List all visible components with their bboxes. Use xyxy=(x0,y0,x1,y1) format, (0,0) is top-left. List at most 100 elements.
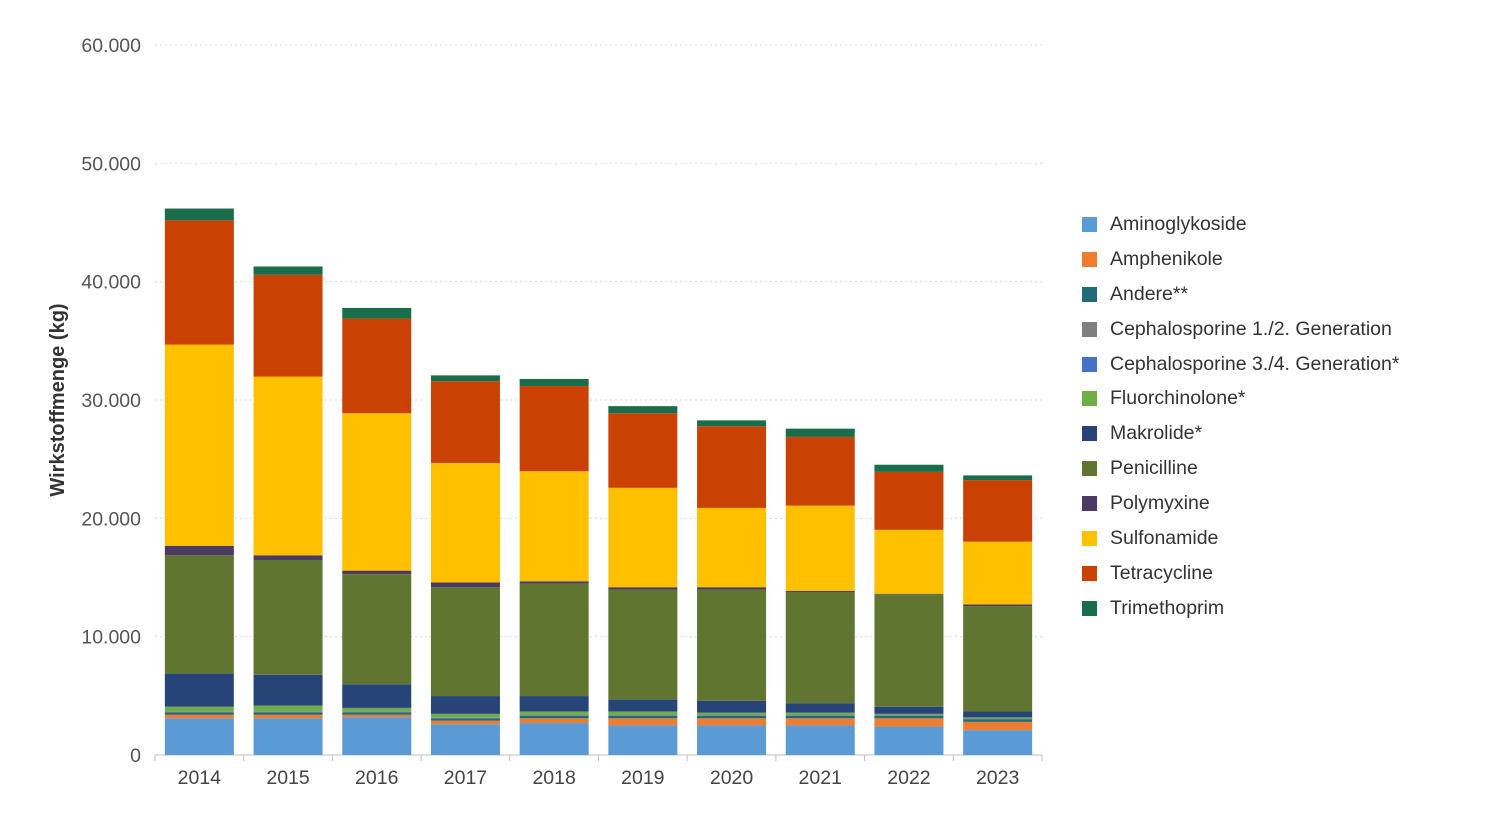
bar-segment xyxy=(342,714,412,718)
bar-segment xyxy=(963,718,1033,720)
y-tick-label: 60.000 xyxy=(81,35,141,57)
legend-item: Sulfonamide xyxy=(1082,521,1399,556)
bar-segment xyxy=(430,713,500,718)
bar-segment xyxy=(430,381,500,463)
bar-segment xyxy=(519,711,589,716)
bar-segment xyxy=(164,712,234,715)
legend-label: Sulfonamide xyxy=(1110,526,1219,549)
y-tick-label: 30.000 xyxy=(81,390,141,412)
bar-segment xyxy=(253,376,323,556)
bar-segment xyxy=(164,545,234,556)
bar-segment xyxy=(874,464,944,472)
bar-segment xyxy=(697,420,767,427)
legend-swatch xyxy=(1082,251,1097,267)
bar-segment xyxy=(785,703,855,713)
bar-segment xyxy=(342,717,412,755)
bar-segment xyxy=(342,574,412,685)
bar-segment xyxy=(519,718,589,724)
bar-segment xyxy=(164,673,234,707)
legend-item: Penicilline xyxy=(1082,451,1399,486)
bar-segment xyxy=(963,475,1033,481)
bar-segment xyxy=(697,715,767,716)
bar-segment xyxy=(963,480,1033,542)
bar-segment xyxy=(519,378,589,387)
bar-segment xyxy=(785,725,855,755)
y-tick-label: 0 xyxy=(130,745,141,767)
bar-segment xyxy=(697,712,767,716)
bar-segment xyxy=(785,715,855,719)
bar-segment xyxy=(874,715,944,719)
x-tick-label: 2022 xyxy=(887,767,930,789)
y-tick-label: 50.000 xyxy=(81,153,141,175)
x-tick-label: 2015 xyxy=(266,767,310,789)
bar-segment xyxy=(963,604,1033,607)
bar-segment xyxy=(608,725,678,755)
x-tick-label: 2021 xyxy=(799,767,842,789)
bar-segment xyxy=(963,541,1033,605)
bar-segment xyxy=(430,462,500,583)
bar-segment xyxy=(164,220,234,345)
bar-segment xyxy=(697,587,767,590)
legend-item: Polymyxine xyxy=(1082,486,1399,521)
bar-segment xyxy=(608,718,678,726)
x-tick-label: 2019 xyxy=(621,767,664,789)
bar-segment xyxy=(785,428,855,437)
bar-segment xyxy=(608,711,678,716)
bar-segment xyxy=(164,208,234,221)
y-tick-label: 20.000 xyxy=(81,508,141,530)
legend-swatch xyxy=(1082,391,1097,407)
bar-segment xyxy=(164,714,234,719)
bar-segment xyxy=(164,344,234,546)
bar-segment xyxy=(342,712,412,715)
bar-segment xyxy=(430,717,500,719)
bar-segment xyxy=(874,713,944,716)
legend-swatch xyxy=(1082,530,1097,546)
legend-swatch xyxy=(1082,356,1097,372)
bar-segment xyxy=(608,413,678,488)
legend-swatch xyxy=(1082,565,1097,581)
legend-swatch xyxy=(1082,426,1097,442)
bar-segment xyxy=(608,587,678,590)
bar-segment xyxy=(253,718,323,755)
bar-segment xyxy=(430,724,500,755)
bar-segment xyxy=(253,274,323,377)
legend-label: Penicilline xyxy=(1110,457,1198,480)
bar-segment xyxy=(608,406,678,414)
x-tick-label: 2020 xyxy=(710,767,754,789)
legend-swatch xyxy=(1082,216,1097,232)
bar-segment xyxy=(785,718,855,726)
bar-segment xyxy=(608,715,678,719)
bar-segment xyxy=(253,559,323,675)
bar-segment xyxy=(253,555,323,560)
legend-label: Trimethoprim xyxy=(1110,596,1225,619)
bar-segment xyxy=(963,606,1033,712)
legend-item: Makrolide* xyxy=(1082,416,1399,451)
bar-segment xyxy=(342,707,412,712)
x-tick-label: 2023 xyxy=(976,767,1019,789)
bar-segment xyxy=(342,711,412,713)
legend-label: Aminoglykoside xyxy=(1110,212,1247,235)
legend-label: Polymyxine xyxy=(1110,492,1210,515)
bar-segment xyxy=(785,712,855,716)
legend-label: Tetracycline xyxy=(1110,561,1213,584)
bar-segment xyxy=(697,507,767,588)
bar-segment xyxy=(785,436,855,506)
bar-segment xyxy=(697,426,767,508)
legend-swatch xyxy=(1082,321,1097,337)
bar-segment xyxy=(519,715,589,716)
bar-segment xyxy=(697,725,767,755)
bar-segment xyxy=(608,487,678,588)
legend-item: Cephalosporine 1./2. Generation xyxy=(1082,312,1399,347)
bar-segment xyxy=(519,715,589,719)
bar-segment xyxy=(874,529,944,594)
bar-segment xyxy=(874,718,944,727)
bar-segment xyxy=(253,266,323,275)
bar-segment xyxy=(697,589,767,701)
bar-segment xyxy=(342,684,412,708)
bar-segment xyxy=(785,591,855,704)
bar-segment xyxy=(342,307,412,319)
legend-item: Aminoglykoside xyxy=(1082,207,1399,242)
legend-item: Trimethoprim xyxy=(1082,591,1399,626)
bar-segment xyxy=(963,719,1033,722)
